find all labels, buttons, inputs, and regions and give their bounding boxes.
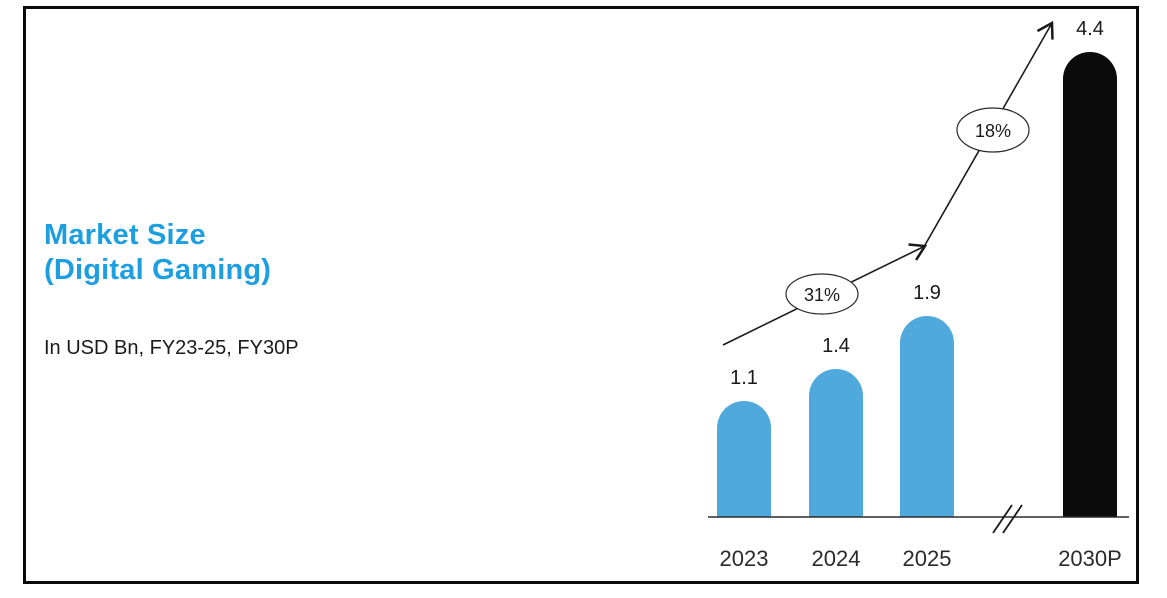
x-axis-label-2025: 2025 [902, 546, 952, 571]
bar-value-label-2030P: 4.4 [1076, 18, 1104, 40]
bar-2023 [717, 401, 771, 517]
x-axis-label-2030P: 2030P [1058, 546, 1122, 571]
chart-subtitle: In USD Bn, FY23-25, FY30P [44, 337, 299, 359]
bar-value-label-2024: 1.4 [822, 335, 850, 357]
chart-title: Market Size (Digital Gaming) [44, 218, 271, 288]
title-line-2: (Digital Gaming) [44, 254, 272, 286]
bar-2024 [809, 369, 863, 517]
slide-border [23, 6, 1139, 584]
x-axis-label-2024: 2024 [811, 546, 861, 571]
title-line-1: Market Size [44, 219, 206, 251]
x-axis-label-2023: 2023 [719, 546, 769, 571]
bar-value-label-2023: 1.1 [730, 367, 758, 389]
bar-2030P [1063, 52, 1117, 517]
bar-value-label-2025: 1.9 [913, 282, 941, 304]
bar-2025 [900, 316, 954, 517]
